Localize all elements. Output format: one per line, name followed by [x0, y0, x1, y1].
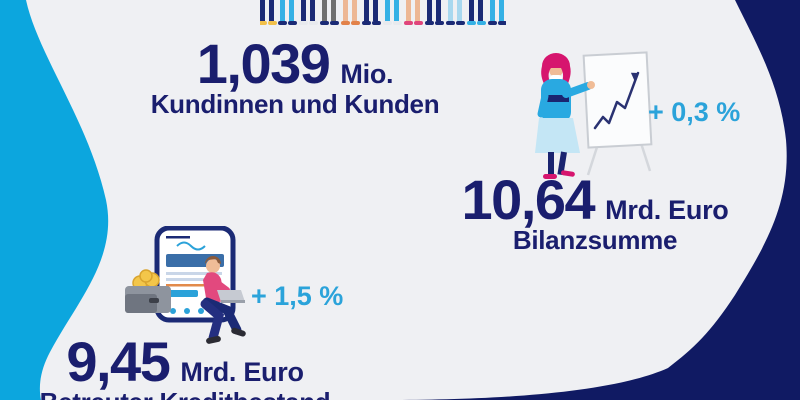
stat-balance-unit: Mrd. Euro: [605, 195, 729, 225]
stat-balance-label: Bilanzsumme: [512, 225, 678, 255]
mobile-banking-illustration: [125, 226, 246, 344]
seated-person-laptop-icon: [200, 256, 246, 344]
right-wave-shape: [388, 0, 800, 400]
stat-credit: 9,45 Mrd. Euro Betreuter Kreditbestand: [30, 334, 340, 400]
stat-credit-value: 9,45: [66, 330, 171, 393]
wallet-coins-icon: [125, 269, 171, 313]
stat-balance-row: 10,64 Mrd. Euro: [435, 172, 755, 228]
presenter-flipchart-illustration: [535, 51, 653, 179]
presenter-woman-icon: [535, 53, 595, 179]
left-wave-shape: [0, 0, 109, 400]
stat-customers-row: 1,039 Mio.: [135, 36, 455, 92]
people-legs-icon: [260, 0, 506, 25]
balance-change-badge: + 0,3 %: [648, 97, 741, 127]
stat-balance-value: 10,64: [461, 168, 596, 231]
stat-credit-unit: Mrd. Euro: [180, 357, 304, 387]
flipchart-icon: [582, 51, 653, 176]
stat-customers-unit: Mio.: [340, 59, 394, 89]
people-group-illustration: [260, 0, 506, 25]
growth-arrow-icon: [593, 71, 640, 130]
stat-credit-row: 9,45 Mrd. Euro: [30, 334, 340, 390]
stat-customers: 1,039 Mio. Kundinnen und Kunden: [135, 36, 455, 120]
stat-customers-value: 1,039: [196, 32, 331, 95]
stat-customers-label: Kundinnen und Kunden: [150, 89, 440, 119]
stat-credit-label: Betreuter Kreditbestand: [30, 387, 340, 400]
stat-balance: 10,64 Mrd. Euro Bilanzsumme: [435, 172, 755, 256]
credit-change-badge: + 1,5 %: [251, 281, 344, 311]
